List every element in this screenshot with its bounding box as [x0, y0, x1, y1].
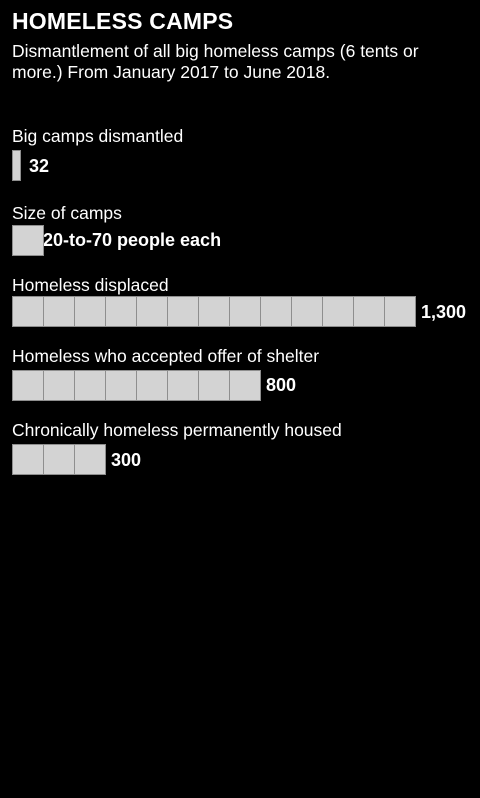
- row-label-size-of-camps: Size of camps: [12, 203, 122, 223]
- row-label-accepted-shelter: Homeless who accepted offer of shelter: [12, 346, 320, 366]
- row-label-big-camps-dismantled: Big camps dismantled: [12, 126, 184, 146]
- unit-square-accepted-shelter: [198, 370, 230, 401]
- row-label-homeless-displaced: Homeless displaced: [12, 275, 169, 295]
- unit-square-homeless-displaced: [12, 296, 44, 327]
- unit-square-homeless-displaced: [43, 296, 75, 327]
- unit-square-homeless-displaced: [322, 296, 354, 327]
- unit-square-homeless-displaced: [198, 296, 230, 327]
- unit-square-size-of-camps: [12, 225, 44, 256]
- unit-square-accepted-shelter: [12, 370, 44, 401]
- unit-square-homeless-displaced: [105, 296, 137, 327]
- value-label-permanently-housed: 300: [111, 450, 142, 470]
- value-label-accepted-shelter: 800: [266, 375, 297, 395]
- unit-square-homeless-displaced: [353, 296, 385, 327]
- chart-title: HOMELESS CAMPS: [12, 8, 234, 34]
- unit-square-accepted-shelter: [136, 370, 168, 401]
- unit-square-permanently-housed: [12, 444, 44, 475]
- unit-square-accepted-shelter: [105, 370, 137, 401]
- value-label-size-of-camps: 20-to-70 people each: [43, 230, 222, 250]
- unit-square-accepted-shelter: [167, 370, 199, 401]
- unit-square-accepted-shelter: [229, 370, 261, 401]
- value-label-big-camps-dismantled: 32: [29, 156, 50, 176]
- unit-square-permanently-housed: [74, 444, 106, 475]
- unit-square-homeless-displaced: [136, 296, 168, 327]
- unit-square-accepted-shelter: [43, 370, 75, 401]
- unit-square-homeless-displaced: [229, 296, 261, 327]
- unit-square-homeless-displaced: [291, 296, 323, 327]
- unit-square-homeless-displaced: [260, 296, 292, 327]
- chart-subtitle: Dismantlement of all big homeless camps …: [12, 41, 419, 82]
- value-label-homeless-displaced: 1,300: [421, 302, 467, 322]
- row-label-permanently-housed: Chronically homeless permanently housed: [12, 420, 342, 440]
- unit-square-homeless-displaced: [384, 296, 416, 327]
- unit-square-partial-big-camps-dismantled: [12, 150, 21, 181]
- unit-square-homeless-displaced: [74, 296, 106, 327]
- unit-square-homeless-displaced: [167, 296, 199, 327]
- unit-square-accepted-shelter: [74, 370, 106, 401]
- unit-square-permanently-housed: [43, 444, 75, 475]
